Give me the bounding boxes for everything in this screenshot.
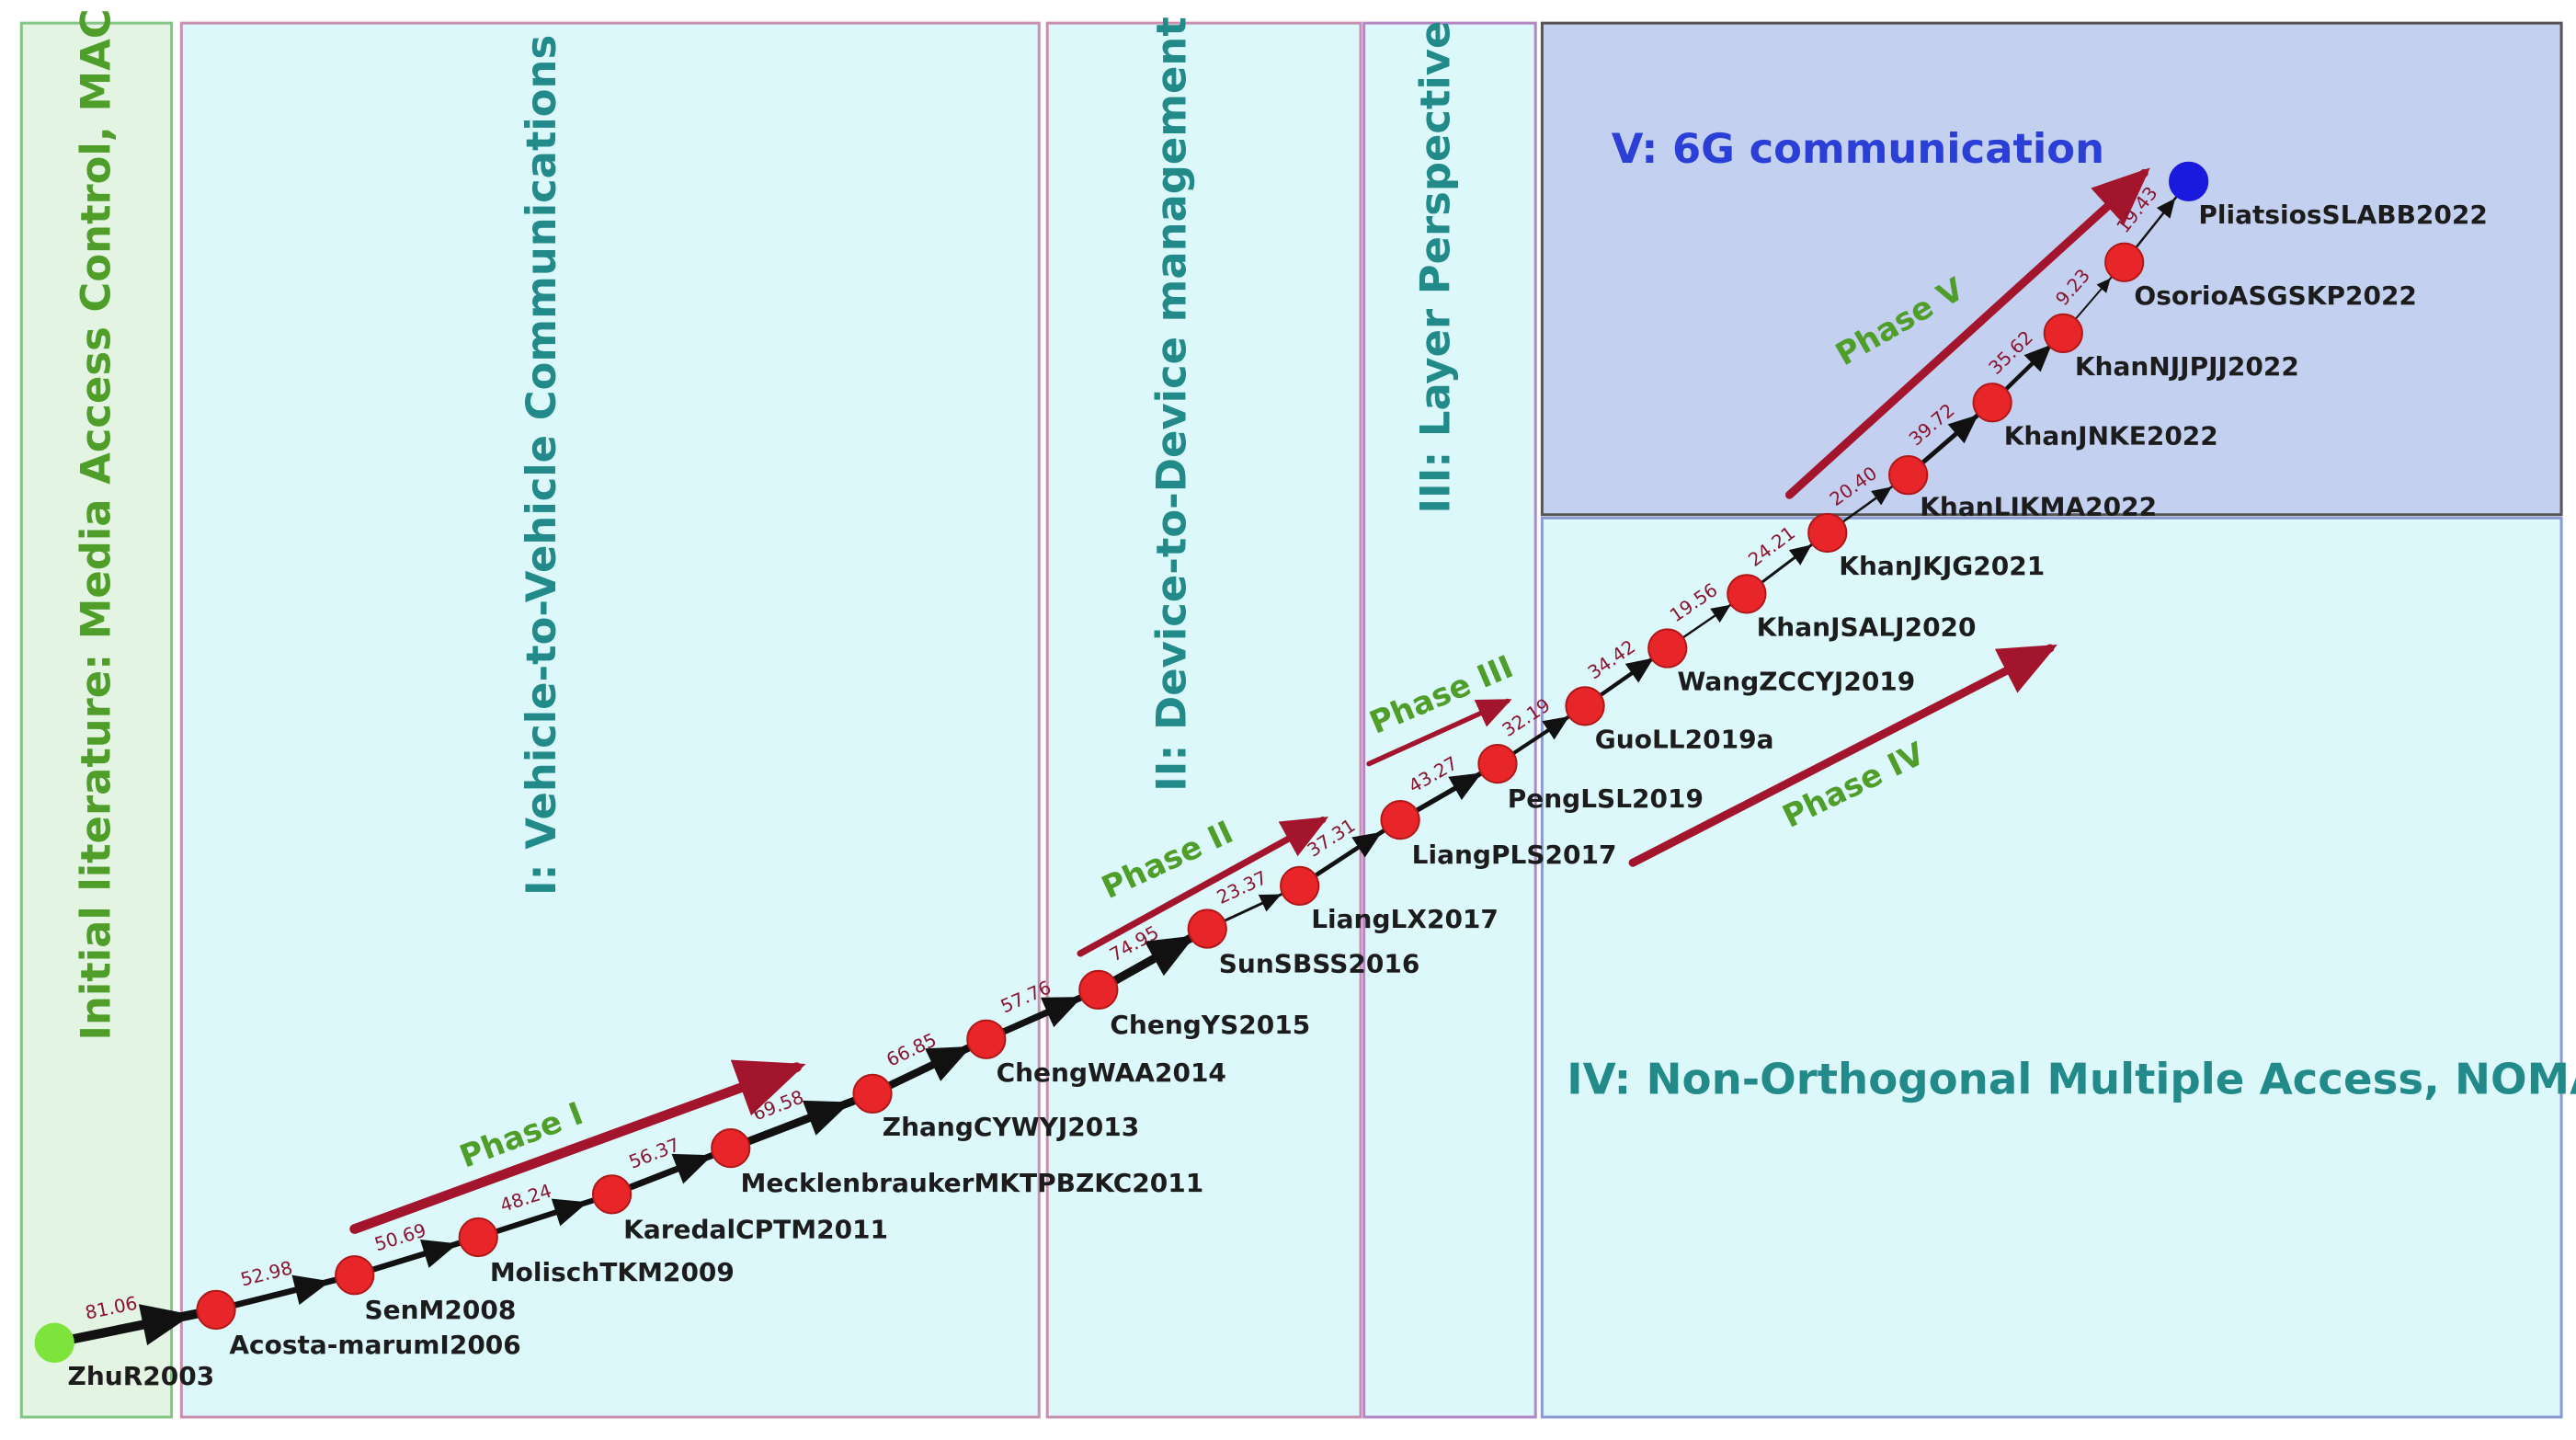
node-label-KaredalCPTM2011: KaredalCPTM2011 [623,1214,888,1244]
node-label-ChengWAA2014: ChengWAA2014 [997,1057,1226,1088]
edge-arrowhead-9 [1258,894,1282,912]
node-LiangLX2017 [1280,865,1320,907]
node-MecklenbraukerMKTPBZKC2011 [711,1127,751,1169]
edge-arrowhead-6 [925,1046,972,1081]
edge-arrowhead-1 [291,1274,331,1305]
node-label-GuoLL2019a: GuoLL2019a [1595,725,1774,755]
node-Acosta-maruml2006 [196,1289,236,1331]
nodes-layer: ZhuR2003 Acosta-marumI2006 SenM2008 Molisch… [34,161,2488,1391]
node-KhanLIKMA2022 [1888,455,1929,496]
node-SunSBSS2016 [1187,909,1227,949]
node-label-PliatsiosSLABB2022: PliatsiosSLABB2022 [2198,200,2487,230]
node-MolischTKM2009 [458,1217,498,1258]
edge-arrowhead-3 [551,1198,588,1227]
edge-arrowhead-7 [1040,997,1083,1028]
node-KhanJKJG2021 [1807,512,1848,554]
phase-arrow-p5 [1785,167,2150,499]
node-PliatsiosSLABB2022 [2169,161,2209,201]
node-ChengWAA2014 [966,1019,1007,1059]
edge-arrowhead-19 [2096,278,2111,293]
node-KaredalCPTM2011 [591,1174,633,1215]
region-title-r4: IV: Non-Orthogonal Multiple Access, NOMA [1567,1054,2576,1103]
node-KhanJSALJ2020 [1727,574,1767,614]
region-title-r2: II: Device-to-Device management [1146,17,1195,792]
region-title-r0: Initial literature: Media Access Control… [72,8,120,1040]
edge-arrowhead-4 [671,1153,713,1184]
edge-arrowhead-10 [1351,831,1383,858]
region-box-r4 [1540,516,2563,1419]
node-KhanNJJPJJ2022 [2043,313,2083,354]
node-label-Acosta-maruml2006: Acosta-marumI2006 [229,1330,520,1360]
edge-arrowhead-15 [1788,544,1812,566]
region-title-r1: I: Vehicle-to-Vehicle Communications [517,35,565,896]
node-label-ZhuR2003: ZhuR2003 [68,1361,215,1391]
node-label-KhanJKJG2021: KhanJKJG2021 [1839,551,2045,581]
edge-arrowhead-18 [2023,344,2052,372]
node-label-LiangLX2017: LiangLX2017 [1311,904,1499,934]
node-ChengYS2015 [1078,969,1119,1011]
edge-arrowhead-20 [2156,198,2176,219]
node-SenM2008 [335,1255,375,1296]
node-label-KhanJNKE2022: KhanJNKE2022 [2004,420,2218,451]
edge-arrowhead-16 [1871,486,1892,506]
node-label-KhanNJJPJJ2022: KhanNJJPJJ2022 [2075,351,2299,382]
node-GuoLL2019a [1565,686,1605,726]
region-box-r0 [19,21,174,1419]
node-KhanJNKE2022 [1972,383,2012,423]
node-label-LiangPLS2017: LiangPLS2017 [1412,840,1617,870]
node-WangZCCYJ2019 [1647,628,1688,669]
edge-arrowhead-14 [1710,604,1731,623]
node-ZhangCYWYJ2013 [852,1073,893,1114]
phase-arrow-p2 [1077,817,1329,957]
region-title-r3: III: Layer Perspective [1410,21,1459,514]
node-label-WangZCCYJ2019: WangZCCYJ2019 [1677,667,1915,697]
edge-arrowhead-17 [1947,415,1978,444]
node-label-PengLSL2019: PengLSL2019 [1508,783,1704,814]
node-label-KhanJSALJ2020: KhanJSALJ2020 [1757,612,1977,643]
node-LiangPLS2017 [1380,799,1420,840]
edge-arrowhead-0 [138,1304,193,1346]
region-title-r5: V: 6G communication [1612,124,2104,173]
region-box-r5 [1540,21,2563,517]
phase-arrow-p1 [349,1059,806,1234]
node-label-OsorioASGSKP2022: OsorioASGSKP2022 [2134,280,2416,311]
node-PengLSL2019 [1477,743,1518,784]
node-label-MolischTKM2009: MolischTKM2009 [490,1257,735,1287]
node-label-ZhangCYWYJ2013: ZhangCYWYJ2013 [883,1112,1139,1142]
regions-layer: Initial literature: Media Access Control… [19,8,2576,1419]
node-label-SenM2008: SenM2008 [364,1295,516,1325]
node-ZhuR2003 [34,1322,74,1363]
edge-3 [477,1191,613,1240]
node-label-MecklenbraukerMKTPBZKC2011: MecklenbraukerMKTPBZKC2011 [741,1168,1204,1198]
edge-10 [1298,817,1402,888]
edge-arrowhead-12 [1542,716,1570,740]
phase-arrow-p3 [1366,698,1512,767]
node-label-ChengYS2015: ChengYS2015 [1110,1010,1310,1040]
edge-arrowhead-2 [420,1239,459,1268]
edge-1 [215,1272,356,1313]
phase-arrow-p4 [1628,644,2057,867]
node-label-SunSBSS2016: SunSBSS2016 [1219,948,1420,978]
node-label-KhanLIKMA2022: KhanLIKMA2022 [1920,492,2157,522]
region-box-r2 [1045,21,1362,1419]
edge-arrowhead-11 [1448,772,1482,800]
edge-arrowhead-13 [1624,657,1654,683]
edge-arrowhead-5 [802,1100,851,1136]
edge-arrowhead-8 [1144,935,1196,977]
node-OsorioASGSKP2022 [2104,242,2145,282]
